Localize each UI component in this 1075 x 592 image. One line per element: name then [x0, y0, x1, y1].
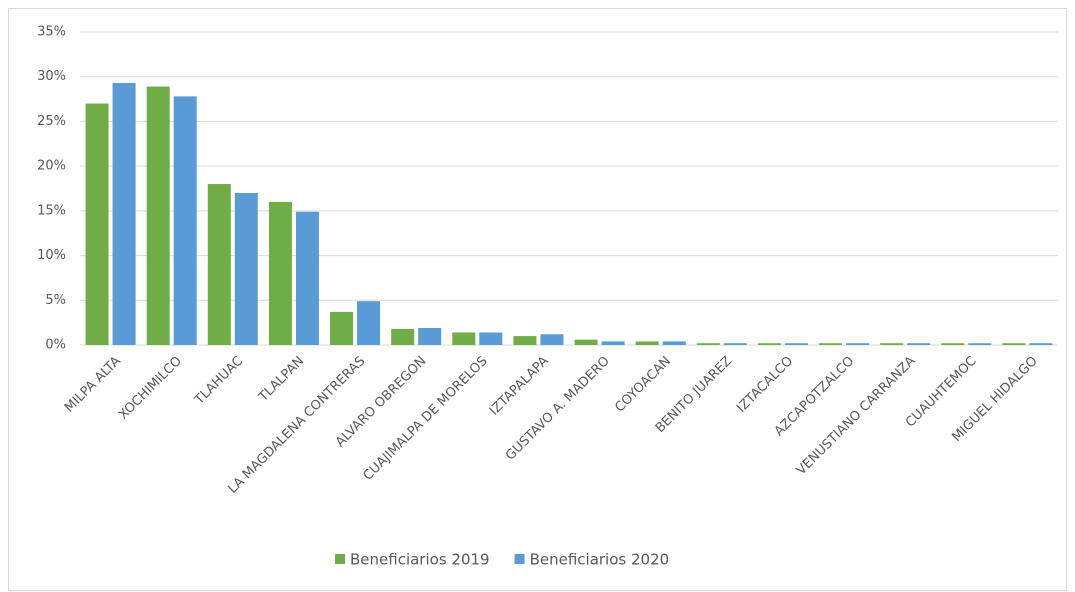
legend-label: Beneficiarios 2020 [530, 551, 670, 569]
bar [723, 343, 747, 345]
legend-label: Beneficiarios 2019 [350, 551, 490, 569]
bar [513, 336, 537, 345]
y-tick-label: 5% [45, 293, 66, 308]
bar [330, 311, 354, 345]
bar [418, 328, 442, 345]
legend-swatch [335, 554, 345, 564]
bar [846, 343, 870, 345]
bar [540, 334, 564, 345]
bar [574, 339, 598, 345]
legend-swatch [514, 554, 525, 564]
bar [357, 301, 381, 345]
bar [146, 86, 170, 346]
bar [479, 332, 503, 345]
bar [234, 192, 258, 345]
y-tick-label: 15% [37, 203, 66, 218]
bar [819, 343, 843, 345]
bar [173, 96, 197, 345]
y-tick-label: 0% [45, 338, 66, 353]
bar [295, 211, 319, 345]
bar [391, 328, 415, 345]
bar [941, 343, 965, 345]
bar [784, 343, 808, 345]
bar [968, 343, 992, 345]
bar [112, 82, 136, 345]
bar [601, 341, 625, 345]
bar [85, 103, 109, 346]
bar [907, 343, 931, 345]
bar [880, 343, 904, 345]
bar [757, 343, 781, 345]
bar [268, 201, 292, 345]
bar [696, 343, 720, 345]
y-tick-label: 25% [37, 114, 66, 129]
bar [1002, 343, 1026, 345]
bar [662, 341, 686, 345]
bar [452, 332, 476, 345]
bar [1029, 343, 1053, 345]
y-tick-label: 10% [37, 248, 66, 263]
bar [635, 341, 659, 345]
y-tick-label: 35% [37, 25, 66, 40]
y-tick-label: 30% [37, 69, 66, 84]
bar [207, 184, 231, 345]
y-tick-label: 20% [37, 159, 66, 174]
